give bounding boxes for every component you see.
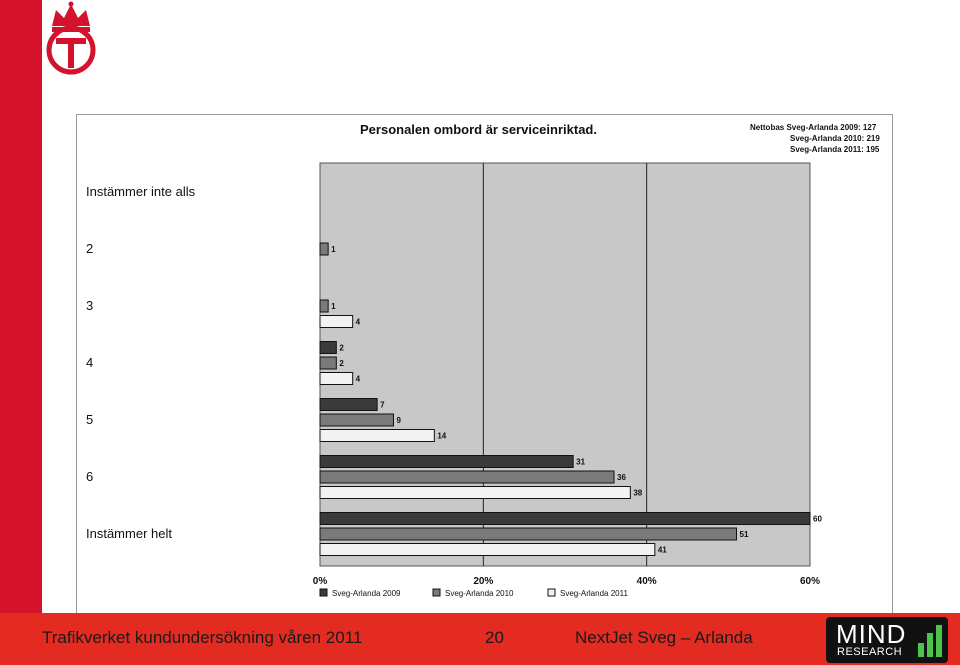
- logo-word: MIND: [836, 619, 907, 649]
- data-label: 60: [813, 515, 822, 524]
- bar-2011: [319, 315, 354, 328]
- footer-survey-title: Trafikverket kundundersökning våren 2011: [42, 628, 363, 647]
- netto-base-box: Nettobas Sveg-Arlanda 2009: 127 Sveg-Arl…: [750, 122, 880, 155]
- bar-2010: [319, 299, 329, 313]
- legend-swatch: [432, 588, 441, 597]
- legend-label: Sveg-Arlanda 2011: [560, 589, 628, 598]
- data-label: 2: [339, 359, 344, 368]
- category-label: 5: [86, 412, 94, 427]
- category-label: Instämmer helt: [86, 526, 172, 541]
- category-label: 6: [86, 469, 94, 484]
- data-label: 1: [331, 302, 336, 311]
- data-label: 36: [617, 473, 626, 482]
- crown-logo-icon: [46, 1, 96, 75]
- bar-2009: [319, 341, 337, 354]
- x-tick-label: 0%: [313, 576, 328, 587]
- bar-2009: [319, 512, 811, 525]
- data-label: 1: [331, 245, 336, 254]
- bar-2010: [319, 356, 337, 370]
- category-label: Instämmer inte alls: [86, 184, 196, 199]
- netto-line: Sveg-Arlanda 2010: 219: [790, 134, 880, 143]
- data-label: 4: [356, 375, 361, 384]
- data-label: 31: [576, 458, 585, 467]
- netto-line: Sveg-Arlanda 2011: 195: [790, 145, 880, 154]
- data-label: 4: [356, 318, 361, 327]
- x-tick-label: 40%: [637, 576, 657, 587]
- bar-2011: [319, 543, 656, 556]
- data-label: 2: [339, 344, 344, 353]
- bar-2010: [319, 527, 737, 541]
- data-label: 38: [633, 489, 642, 498]
- data-label: 41: [658, 546, 667, 555]
- footer-bar: [0, 613, 960, 665]
- bar-2010: [319, 470, 615, 484]
- bars-logo-icon: [918, 625, 942, 657]
- left-brand-bar: [0, 0, 42, 665]
- mind-research-logo: MIND RESEARCH: [826, 617, 948, 663]
- chart-title: Personalen ombord är serviceinriktad.: [360, 122, 597, 137]
- legend-swatch: [547, 588, 556, 597]
- category-label: 4: [86, 355, 94, 370]
- legend-label: Sveg-Arlanda 2010: [445, 589, 514, 598]
- data-label: 51: [740, 530, 749, 539]
- bar-2009: [319, 398, 378, 411]
- footer-route: NextJet Sveg – Arlanda: [575, 628, 753, 647]
- legend-label: Sveg-Arlanda 2009: [332, 589, 401, 598]
- page-number: 20: [485, 628, 504, 647]
- x-tick-label: 60%: [800, 576, 820, 587]
- bar-2009: [319, 455, 574, 468]
- netto-line: Nettobas Sveg-Arlanda 2009: 127: [750, 123, 877, 132]
- bar-2011: [319, 429, 435, 442]
- legend-swatch: [319, 588, 328, 597]
- category-label: 3: [86, 298, 94, 313]
- data-label: 14: [437, 432, 446, 441]
- data-label: 9: [397, 416, 402, 425]
- logo-sub: RESEARCH: [837, 646, 903, 658]
- bar-2011: [319, 486, 631, 499]
- x-tick-label: 20%: [473, 576, 493, 587]
- data-label: 7: [380, 401, 385, 410]
- category-label: 2: [86, 241, 94, 256]
- plot-area: [319, 162, 811, 567]
- bar-2010: [319, 413, 394, 427]
- bar-2011: [319, 372, 354, 385]
- bar-chart: 0% 20% 40% 60%1142247914313638605141Sveg-Ar…: [313, 162, 822, 598]
- bar-2010: [319, 242, 329, 256]
